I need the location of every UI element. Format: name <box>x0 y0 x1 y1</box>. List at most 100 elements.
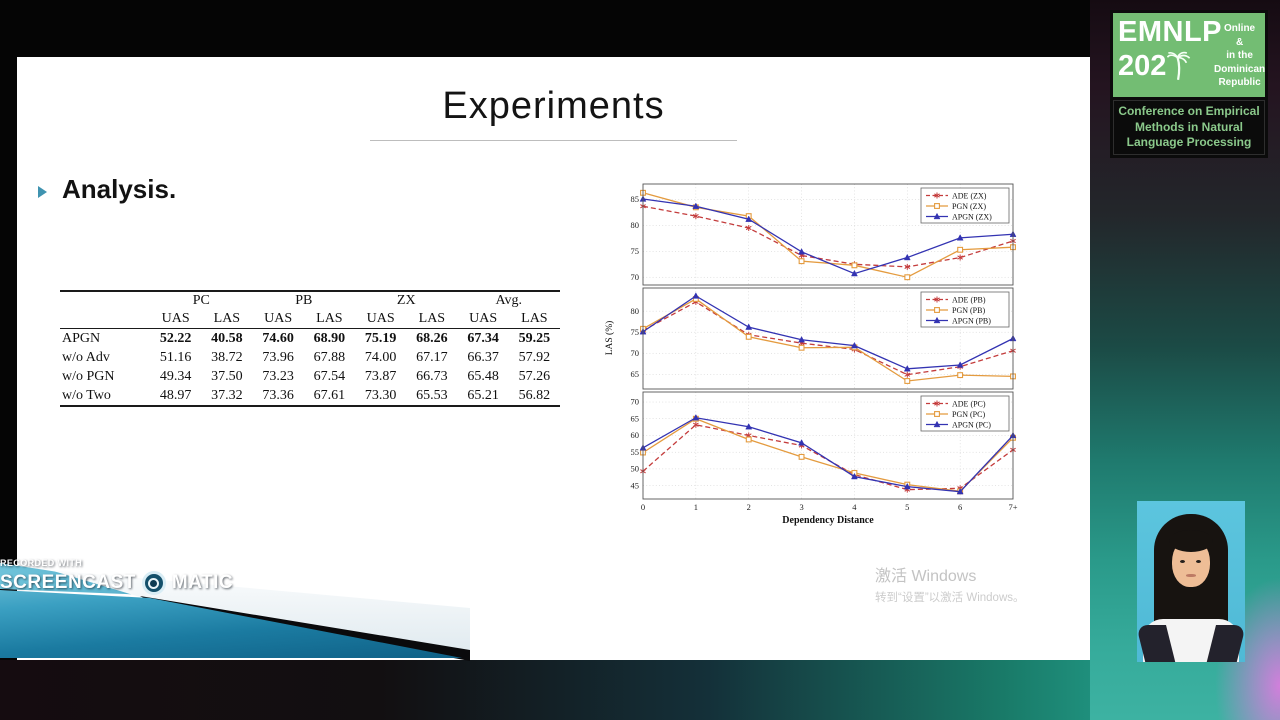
table-cell: 65.48 <box>467 368 499 384</box>
svg-text:70: 70 <box>631 397 640 407</box>
table-row: w/o Adv 51.16 38.72 73.96 67.88 74.00 67.17 66.… <box>60 348 560 367</box>
table-cell: 67.88 <box>313 349 346 365</box>
sub-header: LAS <box>508 310 560 329</box>
group-header: PB <box>295 293 313 308</box>
svg-text:1: 1 <box>694 502 698 512</box>
svg-text:45: 45 <box>631 480 640 490</box>
slide-title: Experiments <box>442 85 665 127</box>
svg-text:55: 55 <box>631 447 640 457</box>
svg-text:LAS (%): LAS (%) <box>604 321 615 356</box>
table-cell: 68.26 <box>416 330 448 346</box>
table-cell: 65.53 <box>416 387 448 403</box>
table-cell: 73.23 <box>262 368 294 384</box>
table-cell: 73.87 <box>364 368 397 384</box>
table-cell: 65.21 <box>467 387 499 403</box>
table-row: w/o Two 48.97 37.32 73.36 67.61 73.30 65.53 65.… <box>60 386 560 406</box>
svg-text:APGN (ZX): APGN (ZX) <box>952 212 992 221</box>
table-cell: 38.72 <box>211 349 243 365</box>
table-cell: 40.58 <box>211 330 243 346</box>
sub-header: LAS <box>303 310 355 329</box>
table-cell: 74.60 <box>262 330 294 346</box>
table-cell: 56.82 <box>518 387 551 403</box>
table-row: APGN 52.22 40.58 74.60 68.90 75.19 68.26 67.34 5… <box>60 329 560 349</box>
sub-header: UAS <box>252 310 304 329</box>
table-sub-header-row: UAS LAS UAS LAS UAS LAS UAS LAS <box>60 310 560 329</box>
table-cell: 48.97 <box>159 387 192 403</box>
table-cell: 73.30 <box>364 387 397 403</box>
emnlp-location-text: Online & in the Dominican Republic <box>1214 23 1266 88</box>
results-table: PC PB ZX Avg. UAS LAS UAS LAS UAS LAS UA… <box>60 290 560 407</box>
svg-text:85: 85 <box>631 194 640 204</box>
svg-text:80: 80 <box>631 306 640 316</box>
svg-text:PGN (ZX): PGN (ZX) <box>952 202 986 211</box>
table-cell: 37.32 <box>211 387 243 403</box>
table-cell: 49.34 <box>159 368 192 384</box>
svg-text:PGN (PC): PGN (PC) <box>952 410 985 419</box>
table-cell: 57.92 <box>518 349 551 365</box>
row-label: w/o Two <box>62 387 111 403</box>
svg-text:ADE (PB): ADE (PB) <box>952 295 986 304</box>
svg-text:APGN (PB): APGN (PB) <box>952 316 991 325</box>
watermark-line1: 激活 Windows <box>875 568 977 585</box>
svg-text:50: 50 <box>631 464 640 474</box>
table-cell: 75.19 <box>364 330 397 346</box>
table-cell: 37.50 <box>211 368 243 384</box>
svg-text:80: 80 <box>631 220 640 230</box>
emnlp-title: EMNLP <box>1118 16 1222 48</box>
sub-header: LAS <box>201 310 253 329</box>
table-row: w/o PGN 49.34 37.50 73.23 67.54 73.87 66.73 65.… <box>60 367 560 386</box>
empty-header-cell <box>60 310 150 329</box>
group-header: Avg. <box>495 293 523 308</box>
group-header: PC <box>192 293 210 308</box>
emnlp-conference-name: Conference on Empirical Methods in Natur… <box>1113 100 1265 155</box>
svg-text:70: 70 <box>631 272 640 282</box>
svg-text:70: 70 <box>631 348 640 358</box>
sub-header: UAS <box>457 310 509 329</box>
bullet-triangle-icon <box>38 186 47 198</box>
svg-text:ADE (ZX): ADE (ZX) <box>952 191 987 200</box>
svg-text:APGN (PC): APGN (PC) <box>952 420 991 429</box>
table-cell: 68.90 <box>313 330 346 346</box>
emnlp-logo-green-panel: EMNLP 202 Online & in the <box>1113 13 1265 97</box>
svg-text:ADE (PC): ADE (PC) <box>952 399 986 408</box>
table-cell: 51.16 <box>159 349 192 365</box>
emnlp-year: 202 <box>1118 50 1167 82</box>
sub-header: UAS <box>355 310 407 329</box>
palm-tree-icon <box>1167 51 1191 81</box>
row-label: w/o PGN <box>62 368 115 384</box>
presenter-body <box>1137 619 1245 662</box>
table-cell: 67.17 <box>416 349 448 365</box>
svg-text:75: 75 <box>631 246 640 256</box>
recorded-with-label: RECORDED WITH <box>0 558 83 568</box>
screencast-logo-icon <box>141 571 166 595</box>
table-cell: 52.22 <box>159 330 192 346</box>
screencast-brand-right: MATIC <box>171 572 234 593</box>
presenter-webcam <box>1137 501 1245 662</box>
svg-text:65: 65 <box>631 369 640 379</box>
table-group-header-row: PC PB ZX Avg. <box>60 291 560 310</box>
banner-text: RECORDED WITH SCREENCAST MATIC <box>0 558 233 595</box>
svg-text:4: 4 <box>852 502 857 512</box>
emnlp-logo: EMNLP 202 Online & in the <box>1110 10 1268 158</box>
svg-text:PGN (PB): PGN (PB) <box>952 306 985 315</box>
sub-header: LAS <box>406 310 458 329</box>
bottom-band-background <box>0 660 1090 720</box>
table-cell: 67.61 <box>313 387 346 403</box>
svg-text:5: 5 <box>905 502 909 512</box>
svg-text:0: 0 <box>641 502 645 512</box>
analysis-heading: Analysis. <box>62 174 177 204</box>
screencast-brand-left: SCREENCAST <box>0 572 136 593</box>
table-cell: 59.25 <box>518 330 551 346</box>
table-cell: 66.73 <box>416 368 448 384</box>
presentation-slide: Experiments Analysis. PC PB ZX Avg. UAS … <box>17 57 1090 660</box>
windows-activation-watermark: 激活 Windows 转到“设置”以激活 Windows。 <box>875 562 1025 605</box>
empty-header-cell <box>60 291 150 310</box>
row-label: w/o Adv <box>62 349 110 365</box>
title-underline <box>370 140 737 141</box>
table-cell: 66.37 <box>467 349 499 365</box>
table-cell: 67.54 <box>313 368 346 384</box>
watermark-line2: 转到“设置”以激活 Windows。 <box>875 592 1025 604</box>
sub-header: UAS <box>150 310 202 329</box>
